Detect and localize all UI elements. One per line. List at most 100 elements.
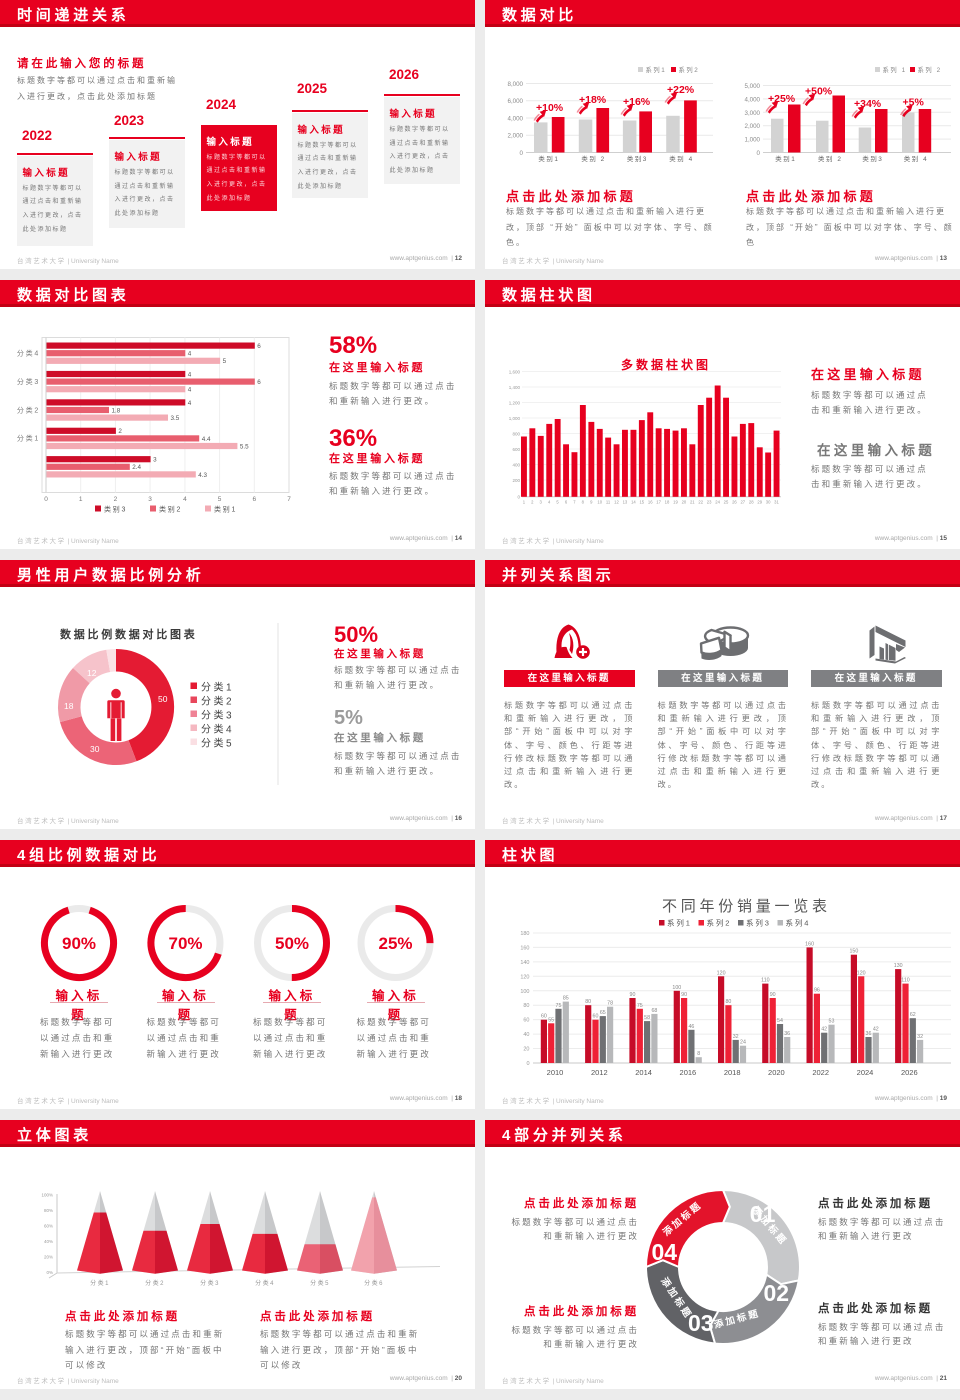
svg-text:90: 90 — [770, 992, 776, 998]
svg-text:类别2: 类别2 — [159, 505, 182, 514]
svg-text:54: 54 — [777, 1018, 783, 1024]
svg-text:18: 18 — [665, 500, 670, 505]
svg-text:4: 4 — [188, 351, 192, 358]
svg-text:3.5: 3.5 — [171, 415, 180, 422]
svg-text:分类5: 分类5 — [310, 1279, 330, 1287]
svg-text:28: 28 — [749, 500, 754, 505]
svg-text:4: 4 — [548, 500, 551, 505]
svg-text:18: 18 — [64, 701, 74, 711]
svg-text:系列 1: 系列 1 — [883, 65, 907, 74]
svg-text:46: 46 — [688, 1024, 694, 1030]
svg-text:1,400: 1,400 — [509, 385, 521, 390]
svg-text:6: 6 — [252, 496, 256, 503]
svg-text:120: 120 — [857, 970, 866, 976]
svg-text:60: 60 — [541, 1014, 547, 1020]
svg-text:27: 27 — [740, 500, 745, 505]
svg-text:85: 85 — [563, 996, 569, 1002]
svg-text:42: 42 — [873, 1027, 879, 1033]
svg-text:1,600: 1,600 — [509, 369, 521, 374]
svg-text:7: 7 — [573, 500, 576, 505]
svg-text:系列2: 系列2 — [707, 918, 732, 928]
svg-text:7: 7 — [287, 496, 291, 503]
svg-text:类别 2: 类别 2 — [581, 154, 606, 163]
svg-text:2026: 2026 — [901, 1068, 918, 1077]
svg-text:6: 6 — [257, 379, 261, 386]
svg-text:100%: 100% — [41, 1193, 53, 1198]
svg-text:68: 68 — [651, 1008, 657, 1014]
svg-text:0: 0 — [757, 150, 761, 157]
svg-text:19: 19 — [673, 500, 678, 505]
svg-text:14: 14 — [631, 500, 636, 505]
svg-text:5: 5 — [556, 500, 559, 505]
svg-text:80: 80 — [523, 1003, 529, 1009]
svg-text:32: 32 — [917, 1034, 923, 1040]
svg-text:分类1: 分类1 — [90, 1279, 110, 1287]
svg-text:36: 36 — [784, 1031, 790, 1037]
svg-text:2012: 2012 — [591, 1068, 608, 1077]
svg-text:58: 58 — [644, 1015, 650, 1021]
svg-text:55: 55 — [548, 1017, 554, 1023]
svg-text:4: 4 — [188, 371, 192, 378]
svg-text:90: 90 — [630, 992, 636, 998]
svg-text:2022: 2022 — [812, 1068, 829, 1077]
svg-text:类别3: 类别3 — [627, 154, 648, 163]
svg-text:分类3: 分类3 — [201, 709, 234, 722]
svg-text:22: 22 — [698, 500, 703, 505]
svg-text:01: 01 — [750, 1201, 776, 1227]
svg-text:24: 24 — [740, 1040, 746, 1046]
svg-text:8: 8 — [582, 500, 585, 505]
svg-text:2,000: 2,000 — [508, 133, 524, 140]
svg-text:1,200: 1,200 — [509, 400, 521, 405]
svg-text:20: 20 — [682, 500, 687, 505]
svg-text:1,000: 1,000 — [509, 416, 521, 421]
svg-text:分类2: 分类2 — [17, 405, 40, 414]
svg-text:20: 20 — [523, 1047, 529, 1053]
svg-text:4,000: 4,000 — [508, 116, 524, 123]
svg-text:4: 4 — [188, 387, 192, 394]
svg-text:96: 96 — [814, 988, 820, 994]
svg-text:2018: 2018 — [724, 1068, 741, 1077]
svg-text:分类6: 分类6 — [364, 1279, 384, 1287]
svg-text:32: 32 — [733, 1034, 739, 1040]
svg-text:2: 2 — [531, 500, 534, 505]
svg-text:4: 4 — [183, 496, 187, 503]
svg-text:分类3: 分类3 — [17, 377, 40, 386]
svg-text:30: 30 — [766, 500, 771, 505]
svg-text:23: 23 — [707, 500, 712, 505]
svg-text:2016: 2016 — [680, 1068, 697, 1077]
svg-text:78: 78 — [607, 1001, 613, 1007]
svg-text:6: 6 — [565, 500, 568, 505]
svg-text:13: 13 — [623, 500, 628, 505]
svg-text:2: 2 — [114, 496, 118, 503]
svg-text:5: 5 — [218, 496, 222, 503]
svg-text:分类2: 分类2 — [145, 1279, 165, 1287]
svg-text:5,000: 5,000 — [745, 83, 761, 90]
svg-text:9: 9 — [590, 500, 593, 505]
svg-text:25: 25 — [724, 500, 729, 505]
svg-text:1,000: 1,000 — [745, 137, 761, 144]
svg-text:160: 160 — [805, 941, 814, 947]
svg-text:1.8: 1.8 — [112, 407, 121, 414]
svg-text:140: 140 — [520, 960, 529, 966]
svg-text:180: 180 — [520, 931, 529, 937]
svg-text:3: 3 — [153, 457, 157, 464]
svg-text:3: 3 — [540, 500, 543, 505]
svg-text:4.3: 4.3 — [198, 472, 207, 479]
svg-text:80%: 80% — [44, 1208, 53, 1213]
svg-text:0: 0 — [526, 1061, 529, 1067]
svg-text:3: 3 — [148, 496, 152, 503]
svg-text:02: 02 — [764, 1280, 790, 1306]
svg-text:60: 60 — [593, 1014, 599, 1020]
svg-text:分类4: 分类4 — [255, 1279, 275, 1287]
svg-text:0: 0 — [44, 496, 48, 503]
svg-text:100: 100 — [520, 989, 529, 995]
svg-text:4.4: 4.4 — [202, 436, 211, 443]
svg-text:类别3: 类别3 — [104, 505, 127, 514]
svg-text:类别 4: 类别 4 — [904, 154, 929, 163]
svg-text:26: 26 — [732, 500, 737, 505]
svg-text:+5%: +5% — [903, 97, 925, 109]
svg-text:03: 03 — [688, 1310, 714, 1336]
svg-text:6,000: 6,000 — [508, 98, 524, 105]
svg-text:分类1: 分类1 — [201, 681, 234, 694]
svg-text:分类3: 分类3 — [200, 1279, 220, 1287]
